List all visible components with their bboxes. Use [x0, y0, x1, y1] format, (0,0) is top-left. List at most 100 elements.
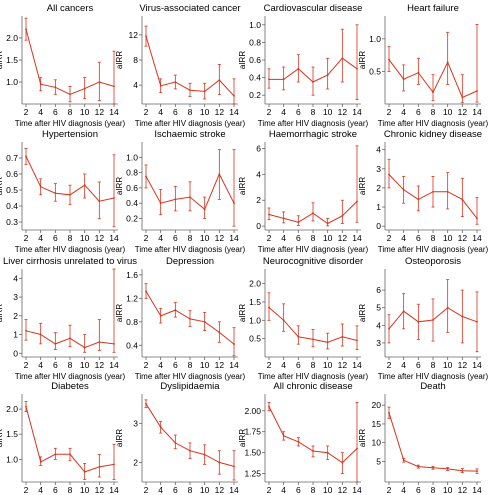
data-point: [174, 81, 177, 83]
y-tick-label: 1.50: [244, 448, 261, 458]
panel-title: All cancers: [47, 3, 94, 14]
x-axis-label: Time after HIV diagnosis (year): [15, 245, 126, 254]
x-tick-label: 4: [158, 360, 163, 370]
y-tick-label: 5: [376, 456, 381, 466]
panel-title: All chronic disease: [273, 381, 352, 392]
y-tick-label: 5: [376, 303, 381, 313]
y-tick-label: 1.0: [249, 20, 261, 30]
x-tick-label: 14: [229, 107, 239, 117]
y-axis-label: aIRR: [115, 51, 124, 69]
x-tick-label: 12: [458, 107, 468, 117]
panel-title: Chronic kidney disease: [384, 129, 482, 140]
data-point: [203, 90, 206, 93]
y-tick-label: 0.8: [249, 37, 261, 47]
x-tick-label: 12: [458, 360, 468, 370]
data-point: [203, 320, 206, 323]
x-axis-label: Time after HIV diagnosis (year): [378, 245, 489, 254]
data-point: [54, 86, 57, 89]
panel-title: Depression: [166, 256, 214, 267]
data-point: [432, 91, 434, 94]
y-axis-label: aIRR: [358, 51, 367, 69]
data-point: [417, 465, 420, 468]
data-point: [54, 342, 57, 345]
data-point: [145, 402, 147, 405]
data-point: [159, 202, 162, 205]
data-point: [54, 192, 57, 195]
x-tick-label: 10: [80, 485, 90, 495]
data-point: [203, 208, 206, 211]
x-tick-label: 2: [24, 360, 29, 370]
panel-title: Death: [420, 381, 445, 392]
data-point: [69, 453, 71, 456]
panel-title: Virus-associated cancer: [139, 3, 240, 14]
panel-title: Osteoporosis: [405, 256, 461, 267]
data-point: [432, 319, 434, 321]
x-tick-label: 12: [215, 360, 225, 370]
x-tick-label: 4: [281, 233, 286, 243]
y-tick-label: 2.00: [244, 406, 261, 416]
x-tick-label: 2: [387, 360, 392, 370]
y-tick-label: 0.4: [6, 201, 18, 211]
y-axis-label: aIRR: [0, 429, 4, 447]
x-tick-label: 14: [472, 360, 482, 370]
panel-0: All cancers 2 4 6 8 10 12 14 1.0 1.5 2.0 Time after…: [0, 3, 126, 128]
y-tick-label: 0.6: [6, 169, 18, 179]
y-axis-label: aIRR: [358, 304, 367, 322]
y-tick-label: 0.2: [126, 214, 138, 224]
x-tick-label: 2: [267, 360, 272, 370]
x-tick-label: 12: [215, 485, 225, 495]
data-point: [326, 74, 329, 76]
x-tick-label: 10: [443, 485, 453, 495]
data-point: [113, 197, 115, 199]
y-tick-label: 4: [376, 320, 381, 330]
data-point: [25, 405, 27, 408]
x-tick-label: 8: [188, 233, 193, 243]
data-point: [83, 87, 86, 90]
data-point: [326, 222, 329, 225]
data-point: [356, 447, 358, 450]
y-tick-label: 4: [256, 169, 261, 179]
x-tick-label: 10: [200, 360, 210, 370]
x-tick-label: 2: [387, 107, 392, 117]
x-tick-label: 6: [53, 360, 58, 370]
y-tick-label: 4: [133, 80, 138, 90]
x-tick-label: 8: [431, 233, 436, 243]
panel-5: Ischaemic stroke 2 4 6 8 10 12 14 0.2 0.4 0.6 0.8 1.…: [115, 129, 246, 254]
data-point: [233, 465, 235, 468]
data-point: [476, 320, 478, 323]
data-point: [189, 89, 191, 92]
x-tick-label: 2: [267, 233, 272, 243]
data-point: [312, 338, 314, 341]
data-point: [341, 335, 344, 338]
x-tick-label: 12: [338, 485, 348, 495]
data-point: [218, 461, 221, 464]
x-tick-label: 12: [338, 107, 348, 117]
data-point: [113, 342, 115, 345]
y-axis-label: aIRR: [0, 51, 4, 69]
data-point: [25, 155, 27, 158]
x-tick-label: 6: [416, 485, 421, 495]
panel-14: All chronic disease 2 4 6 8 10 12 14 1.25 1.50 1.7…: [238, 381, 362, 495]
data-point: [145, 35, 147, 38]
data-point: [476, 217, 478, 220]
x-tick-label: 4: [38, 360, 43, 370]
data-point: [402, 310, 405, 313]
data-point: [402, 188, 405, 191]
data-point: [312, 81, 314, 83]
data-point: [113, 463, 115, 466]
data-point: [233, 343, 235, 345]
x-tick-label: 4: [158, 233, 163, 243]
data-point: [268, 213, 270, 216]
y-tick-label: 12: [129, 30, 139, 40]
data-point: [98, 81, 101, 83]
data-point: [98, 200, 101, 203]
panel-title: Diabetes: [51, 381, 89, 392]
data-point: [189, 317, 191, 320]
y-tick-label: 1.75: [244, 427, 261, 437]
x-tick-label: 14: [109, 107, 119, 117]
x-tick-label: 6: [296, 107, 301, 117]
y-tick-label: 0.4: [126, 198, 138, 208]
data-point: [218, 173, 221, 176]
